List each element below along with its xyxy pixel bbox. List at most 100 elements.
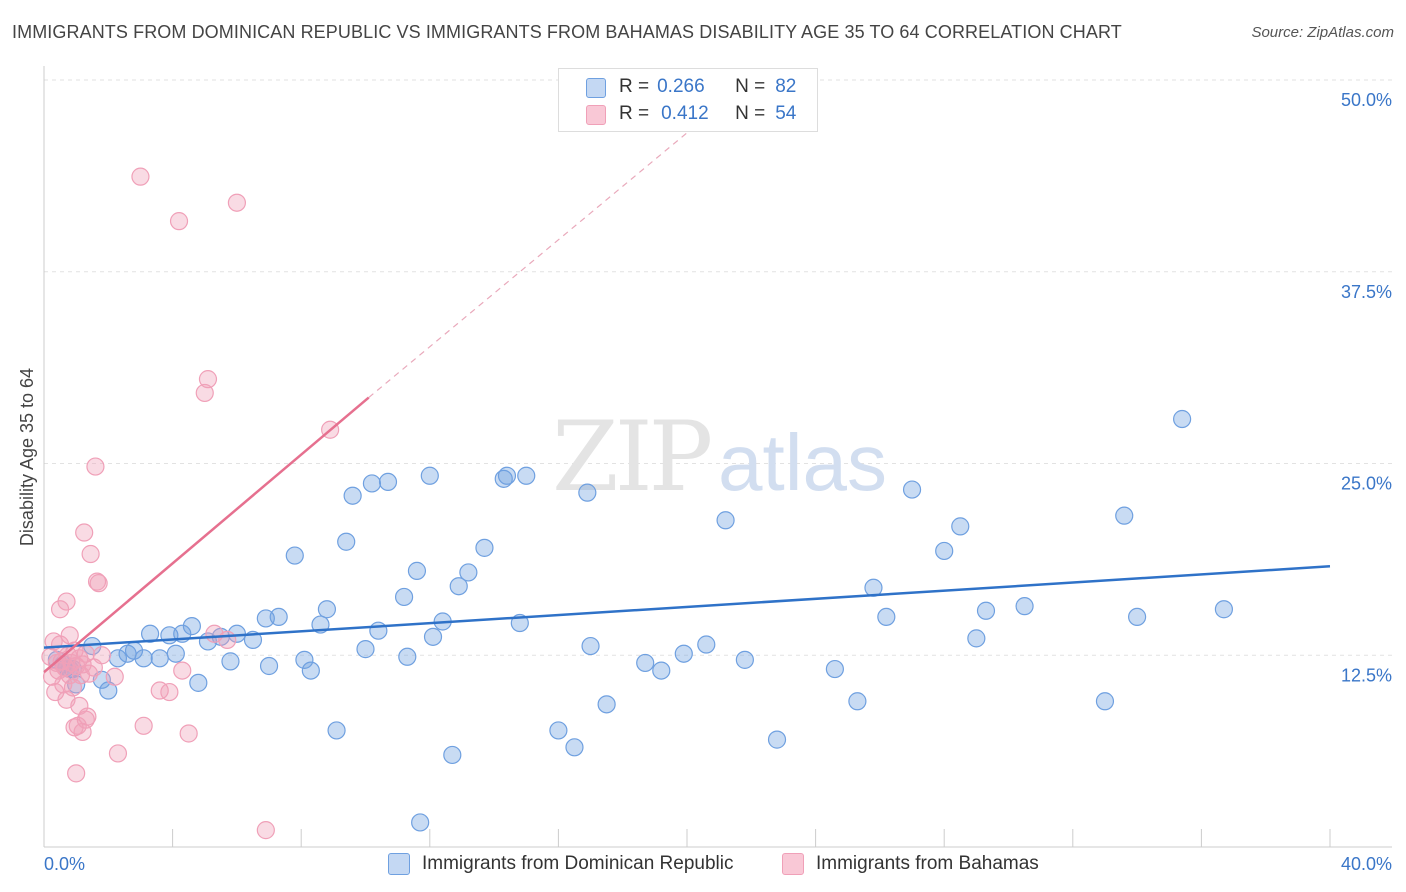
point-dominican bbox=[581, 636, 600, 656]
point-dominican bbox=[578, 483, 597, 502]
trend-line-bahamas bbox=[43, 396, 370, 674]
y-tick-labels: 12.5% 25.0% 37.5% 50.0% bbox=[1341, 90, 1392, 685]
point-dominican bbox=[221, 652, 240, 671]
point-dominican bbox=[494, 469, 513, 488]
point-dominican bbox=[411, 813, 430, 832]
y-tick-label: 37.5% bbox=[1341, 282, 1392, 302]
point-bahamas bbox=[57, 592, 76, 611]
x-tick-label-max: 40.0% bbox=[1341, 854, 1392, 874]
point-dominican bbox=[459, 563, 478, 582]
bottom-legend-swatch-dominican bbox=[388, 853, 410, 875]
point-bahamas bbox=[76, 710, 95, 729]
point-bahamas bbox=[86, 457, 105, 476]
point-dominican bbox=[150, 649, 169, 668]
legend-n-value-dominican: 82 bbox=[775, 76, 797, 97]
point-dominican bbox=[189, 673, 208, 692]
point-dominican bbox=[935, 541, 954, 561]
axes bbox=[43, 66, 1392, 848]
trend-lines bbox=[43, 105, 1331, 674]
y-tick-label: 12.5% bbox=[1341, 665, 1392, 685]
point-dominican bbox=[549, 721, 568, 740]
point-dominican bbox=[877, 607, 896, 627]
x-tick-labels: 0.0% 40.0% bbox=[44, 854, 1392, 874]
correlation-legend: R = 0.266 N = 82 R = 0.412 N = 54 bbox=[558, 68, 818, 132]
legend-r-value-bahamas: 0.412 bbox=[661, 103, 709, 124]
source-credit: Source: ZipAtlas.com bbox=[1251, 24, 1394, 41]
point-dominican bbox=[1095, 692, 1115, 711]
point-dominican bbox=[848, 692, 867, 711]
point-dominican bbox=[343, 486, 362, 505]
point-dominican bbox=[1127, 607, 1147, 627]
point-dominican bbox=[767, 730, 787, 749]
legend-n-label: N = bbox=[735, 76, 766, 97]
bottom-legend-label-bahamas: Immigrants from Bahamas bbox=[816, 853, 1039, 874]
point-bahamas bbox=[78, 707, 97, 726]
point-dominican bbox=[407, 561, 427, 580]
point-dominican bbox=[140, 624, 160, 643]
point-dominican bbox=[735, 650, 754, 669]
point-bahamas bbox=[60, 626, 79, 645]
point-dominican bbox=[565, 738, 584, 757]
point-dominican bbox=[1115, 506, 1134, 525]
point-dominican bbox=[182, 617, 201, 636]
watermark: ZIP atlas bbox=[552, 401, 887, 513]
point-bahamas bbox=[92, 646, 111, 665]
point-bahamas bbox=[227, 193, 246, 212]
point-dominican bbox=[259, 656, 279, 676]
legend-r-label: R = bbox=[619, 76, 650, 97]
trend-line-dominican bbox=[43, 565, 1331, 649]
point-bahamas bbox=[160, 682, 179, 702]
trend-line-bahamas-extension bbox=[368, 105, 720, 398]
point-dominican bbox=[976, 601, 996, 620]
bottom-legend-bahamas: Immigrants from Bahamas bbox=[782, 852, 1039, 876]
point-dominican bbox=[398, 647, 417, 666]
legend-n-label: N = bbox=[735, 103, 766, 124]
bottom-legend-swatch-bahamas bbox=[782, 853, 804, 875]
point-dominican bbox=[295, 650, 314, 669]
point-dominican bbox=[825, 659, 844, 679]
point-dominican bbox=[517, 466, 536, 485]
point-bahamas bbox=[79, 664, 99, 683]
point-dominican bbox=[443, 745, 462, 765]
point-dominican bbox=[1173, 409, 1192, 429]
legend-swatch-dominican bbox=[586, 78, 606, 98]
point-bahamas bbox=[81, 544, 100, 564]
point-bahamas bbox=[73, 655, 92, 674]
point-dominican bbox=[378, 472, 398, 492]
point-bahamas bbox=[67, 764, 86, 783]
point-bahamas bbox=[179, 724, 198, 743]
point-dominican bbox=[636, 653, 655, 673]
y-tick-label: 50.0% bbox=[1341, 90, 1392, 110]
point-dominican bbox=[317, 600, 337, 619]
point-bahamas bbox=[108, 744, 128, 763]
y-axis-label: Disability Age 35 to 64 bbox=[17, 368, 37, 546]
point-dominican bbox=[362, 474, 382, 493]
legend-n-value-bahamas: 54 bbox=[775, 103, 797, 124]
point-bahamas bbox=[75, 523, 94, 542]
y-tick-label: 25.0% bbox=[1341, 474, 1392, 494]
gridlines bbox=[44, 79, 1392, 656]
point-bahamas bbox=[169, 212, 189, 231]
point-bahamas bbox=[173, 661, 192, 680]
point-bahamas bbox=[256, 821, 275, 840]
point-dominican bbox=[301, 661, 320, 680]
point-dominican bbox=[67, 675, 86, 694]
bottom-legend-label-dominican: Immigrants from Dominican Republic bbox=[422, 853, 734, 874]
point-dominican bbox=[269, 607, 288, 627]
point-dominican bbox=[285, 546, 304, 565]
point-bahamas bbox=[195, 383, 214, 403]
point-dominican bbox=[423, 627, 443, 646]
point-dominican bbox=[356, 640, 375, 659]
series-bahamas-points bbox=[41, 167, 340, 840]
point-dominican bbox=[652, 661, 671, 680]
point-bahamas bbox=[105, 667, 124, 686]
chart-title: IMMIGRANTS FROM DOMINICAN REPUBLIC VS IM… bbox=[12, 22, 1122, 42]
point-dominican bbox=[951, 517, 970, 536]
watermark-atlas: atlas bbox=[718, 418, 887, 507]
legend-swatch-bahamas bbox=[586, 105, 606, 125]
point-dominican bbox=[902, 480, 922, 499]
point-dominican bbox=[597, 695, 616, 714]
point-dominican bbox=[967, 629, 986, 648]
bottom-legend-dominican: Immigrants from Dominican Republic bbox=[388, 852, 734, 876]
